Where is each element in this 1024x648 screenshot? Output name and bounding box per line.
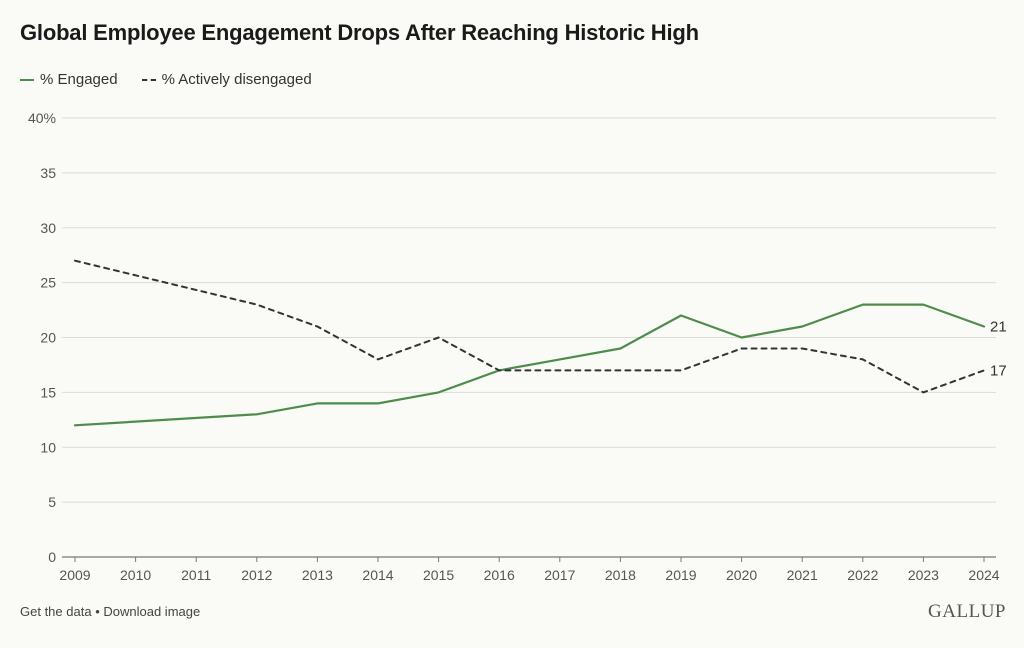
y-tick-label: 40% [28, 110, 56, 126]
x-tick-label: 2016 [484, 567, 515, 583]
engaged-line [73, 303, 986, 427]
x-tick-label: 2019 [665, 567, 696, 583]
gallup-logo: GALLUP [928, 601, 1006, 622]
x-tick-label: 2012 [241, 567, 272, 583]
download-image-link[interactable]: Download image [103, 604, 201, 619]
x-tick-label: 2021 [787, 567, 818, 583]
y-tick-label: 35 [40, 165, 56, 181]
y-tick-label: 0 [48, 549, 56, 565]
legend-swatch-engaged [20, 78, 34, 81]
disengaged-line [74, 259, 985, 394]
legend: % Engaged % Actively disengaged [20, 71, 336, 88]
x-tick-label: 2017 [544, 567, 575, 583]
x-tick-label: 2014 [362, 567, 393, 583]
legend-label-disengaged: % Actively disengaged [161, 71, 312, 88]
get-data-link[interactable]: Get the data [20, 604, 92, 619]
x-tick-label: 2013 [302, 567, 333, 583]
y-tick-label: 20 [40, 330, 56, 346]
x-tick-label: 2024 [968, 567, 999, 583]
footer-separator: • [95, 604, 100, 619]
y-tick-label: 15 [40, 384, 56, 400]
end-value-label: 17 [990, 362, 1007, 379]
x-tick-label: 2023 [908, 567, 939, 583]
y-tick-label: 5 [48, 494, 56, 510]
y-tick-label: 10 [40, 439, 56, 455]
chart-title: Global Employee Engagement Drops After R… [20, 20, 699, 45]
x-tick-label: 2011 [181, 567, 211, 583]
x-tick-label: 2020 [726, 567, 757, 583]
legend-item-engaged: % Engaged [20, 71, 118, 88]
y-tick-label: 25 [40, 275, 56, 291]
legend-label-engaged: % Engaged [40, 71, 118, 88]
x-tick-label: 2015 [423, 567, 454, 583]
x-tick-label: 2009 [59, 567, 90, 583]
legend-item-disengaged: % Actively disengaged [141, 71, 312, 88]
end-value-label: 21 [990, 319, 1007, 336]
x-tick-label: 2022 [847, 567, 878, 583]
x-tick-label: 2018 [605, 567, 636, 583]
y-tick-label: 30 [40, 220, 56, 236]
footer-links: Get the data • Download image [20, 604, 200, 619]
x-tick-label: 2010 [120, 567, 151, 583]
legend-swatch-disengaged [141, 78, 156, 81]
